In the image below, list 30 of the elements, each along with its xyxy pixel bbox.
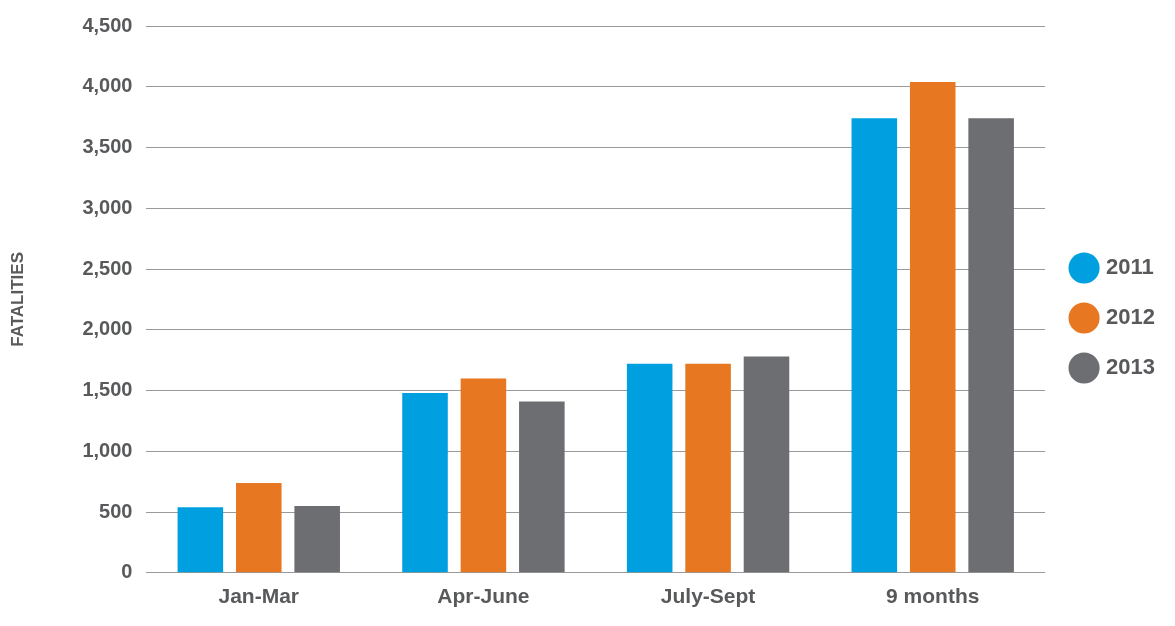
y-tick-label: 1,000 xyxy=(82,438,133,461)
bar xyxy=(851,118,898,573)
y-tick-label: 2,500 xyxy=(82,256,133,279)
legend-label: 2013 xyxy=(1106,354,1156,380)
y-tick-label: 0 xyxy=(121,560,133,583)
y-tick-label: 500 xyxy=(99,499,133,522)
bar xyxy=(177,507,224,573)
bar xyxy=(685,363,731,573)
bar xyxy=(626,363,673,573)
legend-label: 2011 xyxy=(1106,254,1154,280)
bar xyxy=(402,392,448,573)
x-tick-label: 9 months xyxy=(886,584,980,608)
y-tick-label: 2,000 xyxy=(82,317,133,340)
bar xyxy=(743,356,790,573)
bar xyxy=(460,378,507,573)
y-axis-title: FATALITIES xyxy=(7,252,27,347)
bar xyxy=(968,118,1014,573)
y-tick-label: 3,500 xyxy=(82,135,133,158)
x-tick-label: Apr-June xyxy=(437,584,530,608)
bar xyxy=(519,401,565,573)
y-tick-label: 4,500 xyxy=(82,13,133,36)
x-tick-label: Jan-Mar xyxy=(218,584,300,608)
bar xyxy=(294,505,340,573)
x-tick-label: July-Sept xyxy=(660,584,756,608)
y-tick-label: 4,000 xyxy=(82,74,133,97)
y-tick-label: 3,000 xyxy=(82,195,133,218)
y-tick-label: 1,500 xyxy=(82,378,133,401)
bar xyxy=(909,81,956,573)
legend-label: 2012 xyxy=(1106,304,1156,330)
bar xyxy=(236,482,282,573)
